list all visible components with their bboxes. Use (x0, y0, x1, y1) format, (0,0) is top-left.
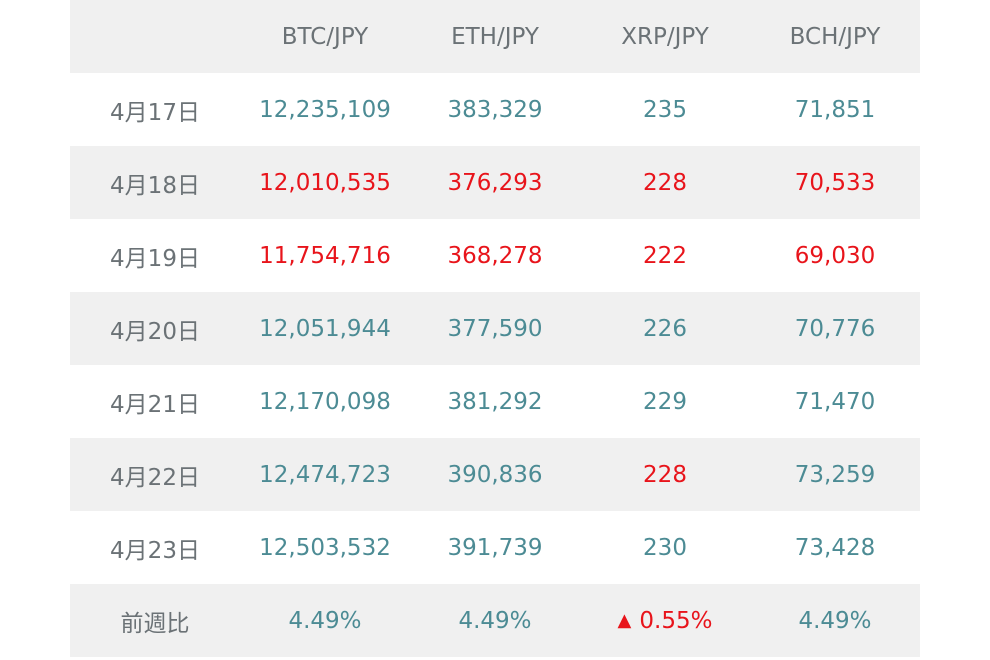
summary-label: 前週比 (70, 584, 240, 657)
triangle-up-icon: ▲ (617, 609, 632, 631)
eth-price-cell: 376,293 (410, 146, 580, 219)
header-date (70, 0, 240, 73)
eth-price-cell: 377,590 (410, 292, 580, 365)
eth-price-cell: 381,292 (410, 365, 580, 438)
bch-price-cell: 73,259 (750, 438, 920, 511)
bch-price-cell: 71,470 (750, 365, 920, 438)
xrp-price-cell: 229 (580, 365, 750, 438)
bch-price-cell: 70,776 (750, 292, 920, 365)
date-cell: 4月23日 (70, 511, 240, 584)
table-row: 4月23日 12,503,532 391,739 230 73,428 (70, 511, 920, 584)
table-row: 4月18日 12,010,535 376,293 228 70,533 (70, 146, 920, 219)
table-row: 4月21日 12,170,098 381,292 229 71,470 (70, 365, 920, 438)
btc-change-cell: 4.49% (240, 584, 410, 657)
eth-change-cell: 4.49% (410, 584, 580, 657)
date-cell: 4月20日 (70, 292, 240, 365)
header-eth-jpy: ETH/JPY (410, 0, 580, 73)
btc-price-cell: 12,170,098 (240, 365, 410, 438)
eth-price-cell: 390,836 (410, 438, 580, 511)
table-row: 4月17日 12,235,109 383,329 235 71,851 (70, 73, 920, 146)
btc-price-cell: 12,503,532 (240, 511, 410, 584)
header-xrp-jpy: XRP/JPY (580, 0, 750, 73)
table-row: 4月20日 12,051,944 377,590 226 70,776 (70, 292, 920, 365)
table-row: 4月19日 11,754,716 368,278 222 69,030 (70, 219, 920, 292)
summary-row: 前週比 4.49% 4.49% ▲ 0.55% 4.49% (70, 584, 920, 657)
btc-price-cell: 12,235,109 (240, 73, 410, 146)
bch-price-cell: 71,851 (750, 73, 920, 146)
date-cell: 4月19日 (70, 219, 240, 292)
header-row: BTC/JPY ETH/JPY XRP/JPY BCH/JPY (70, 0, 920, 73)
xrp-price-cell: 228 (580, 146, 750, 219)
btc-price-cell: 12,474,723 (240, 438, 410, 511)
xrp-change-cell: ▲ 0.55% (580, 584, 750, 657)
bch-price-cell: 73,428 (750, 511, 920, 584)
date-cell: 4月17日 (70, 73, 240, 146)
date-cell: 4月21日 (70, 365, 240, 438)
xrp-change-value: 0.55% (639, 607, 713, 634)
xrp-price-cell: 222 (580, 219, 750, 292)
eth-price-cell: 391,739 (410, 511, 580, 584)
header-btc-jpy: BTC/JPY (240, 0, 410, 73)
price-table: BTC/JPY ETH/JPY XRP/JPY BCH/JPY 4月17日 12… (70, 0, 920, 657)
bch-change-cell: 4.49% (750, 584, 920, 657)
xrp-price-cell: 226 (580, 292, 750, 365)
bch-price-cell: 70,533 (750, 146, 920, 219)
btc-price-cell: 12,010,535 (240, 146, 410, 219)
btc-price-cell: 11,754,716 (240, 219, 410, 292)
bch-price-cell: 69,030 (750, 219, 920, 292)
header-bch-jpy: BCH/JPY (750, 0, 920, 73)
eth-price-cell: 368,278 (410, 219, 580, 292)
eth-price-cell: 383,329 (410, 73, 580, 146)
date-cell: 4月22日 (70, 438, 240, 511)
xrp-price-cell: 230 (580, 511, 750, 584)
xrp-price-cell: 235 (580, 73, 750, 146)
btc-price-cell: 12,051,944 (240, 292, 410, 365)
xrp-price-cell: 228 (580, 438, 750, 511)
table-row: 4月22日 12,474,723 390,836 228 73,259 (70, 438, 920, 511)
date-cell: 4月18日 (70, 146, 240, 219)
